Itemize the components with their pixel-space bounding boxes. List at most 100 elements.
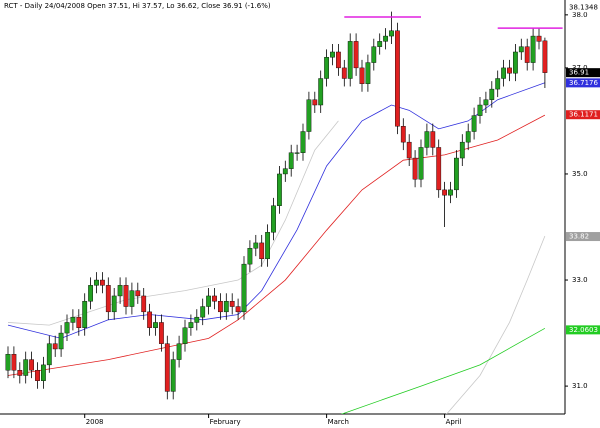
candle-body <box>170 359 176 392</box>
moving-average <box>7 120 339 326</box>
candle-body <box>141 295 147 313</box>
candle-body <box>300 131 306 153</box>
candle-body <box>359 67 365 84</box>
candle-body <box>58 332 64 350</box>
chart-title: RCT - Daily 24/04/2008 Open 37.51, Hi 37… <box>4 2 271 10</box>
candle-body <box>129 290 135 307</box>
candle-body <box>29 359 34 371</box>
candle-body <box>483 99 489 106</box>
candle-body <box>318 78 324 106</box>
candle-body <box>117 285 123 297</box>
candle-body <box>229 301 235 307</box>
candle-body <box>524 46 530 63</box>
candle-body <box>430 131 436 148</box>
candle-body <box>176 343 182 360</box>
candle-body <box>253 242 259 249</box>
candle-body <box>64 322 70 334</box>
candle-body <box>406 141 412 159</box>
candle-body <box>17 369 23 376</box>
candle-body <box>200 306 206 318</box>
x-tick-label: April <box>446 418 462 426</box>
candle-body <box>353 41 359 69</box>
candle-body <box>365 62 371 84</box>
candle-body <box>395 30 400 127</box>
candle-body <box>542 40 548 73</box>
candle-body <box>424 131 430 148</box>
price-label-box <box>566 68 600 78</box>
y-tick-label: 38.0 <box>572 11 588 19</box>
candle-body <box>147 311 152 328</box>
candle-body <box>241 263 247 313</box>
plot-area <box>5 11 563 414</box>
price-label: 36.7176 <box>569 79 598 87</box>
moving-average <box>7 82 546 339</box>
candle-body <box>347 41 353 79</box>
y-tick-label: 33.0 <box>572 276 588 284</box>
candle-body <box>377 41 383 47</box>
candle-body <box>518 46 524 53</box>
candle-body <box>105 285 111 313</box>
price-label-box <box>566 110 600 120</box>
candle-body <box>88 285 94 302</box>
candle-body <box>471 115 477 132</box>
candle-body <box>153 322 158 328</box>
candle-body <box>41 364 46 381</box>
candle-body <box>312 99 318 106</box>
candle-body <box>459 141 465 159</box>
candle-body <box>336 51 341 69</box>
candle-body <box>164 343 170 392</box>
candle-body <box>70 316 76 323</box>
candle-body <box>223 301 229 313</box>
candle-body <box>282 168 288 175</box>
candle-body <box>371 46 377 63</box>
candle-body <box>194 316 200 323</box>
candle-body <box>23 359 29 376</box>
candle-body <box>418 147 424 180</box>
candle-body <box>99 279 105 286</box>
candle-body <box>495 78 501 90</box>
candle-body <box>52 343 58 350</box>
price-label: 33.82 <box>569 233 589 241</box>
candle-body <box>536 35 542 42</box>
price-label: 32.0603 <box>569 326 598 334</box>
y-tick-label: 37.0 <box>572 64 588 72</box>
candle-body <box>182 327 188 344</box>
candle-body <box>324 57 329 79</box>
candle-body <box>247 248 253 265</box>
candle-body <box>206 295 211 307</box>
price-label: 38.1348 <box>569 4 598 12</box>
candle-body <box>489 88 495 100</box>
candle-body <box>454 157 459 191</box>
price-label-box <box>566 78 600 88</box>
candle-body <box>507 67 512 74</box>
candle-body <box>111 295 117 313</box>
candle-body <box>436 147 442 191</box>
price-label: 36.1171 <box>569 111 598 119</box>
candle-body <box>217 301 223 313</box>
candle-body <box>530 35 536 63</box>
candle-body <box>212 295 217 302</box>
moving-average <box>340 327 546 414</box>
candle-body <box>259 242 265 260</box>
moving-average <box>446 235 546 414</box>
price-label-box <box>566 232 600 242</box>
price-label-box <box>566 3 600 13</box>
candle-body <box>341 67 347 79</box>
x-tick-label: February <box>210 418 241 426</box>
candle-body <box>465 131 471 143</box>
candle-body <box>400 126 406 143</box>
candle-body <box>288 152 294 169</box>
candle-body <box>82 301 88 328</box>
candle-body <box>271 205 276 233</box>
candle-body <box>442 189 447 196</box>
candle-body <box>448 189 453 196</box>
price-label: 36.91 <box>569 69 589 77</box>
candle-body <box>5 354 11 371</box>
candle-body <box>265 232 270 260</box>
candle-body <box>35 369 40 381</box>
candle-body <box>383 35 388 42</box>
candle-body <box>94 279 99 286</box>
y-tick-label: 35.0 <box>572 170 588 178</box>
